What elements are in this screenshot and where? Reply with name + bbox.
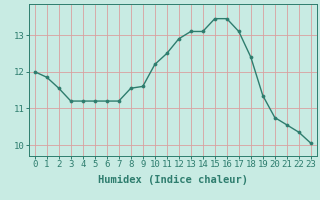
X-axis label: Humidex (Indice chaleur): Humidex (Indice chaleur) (98, 175, 248, 185)
